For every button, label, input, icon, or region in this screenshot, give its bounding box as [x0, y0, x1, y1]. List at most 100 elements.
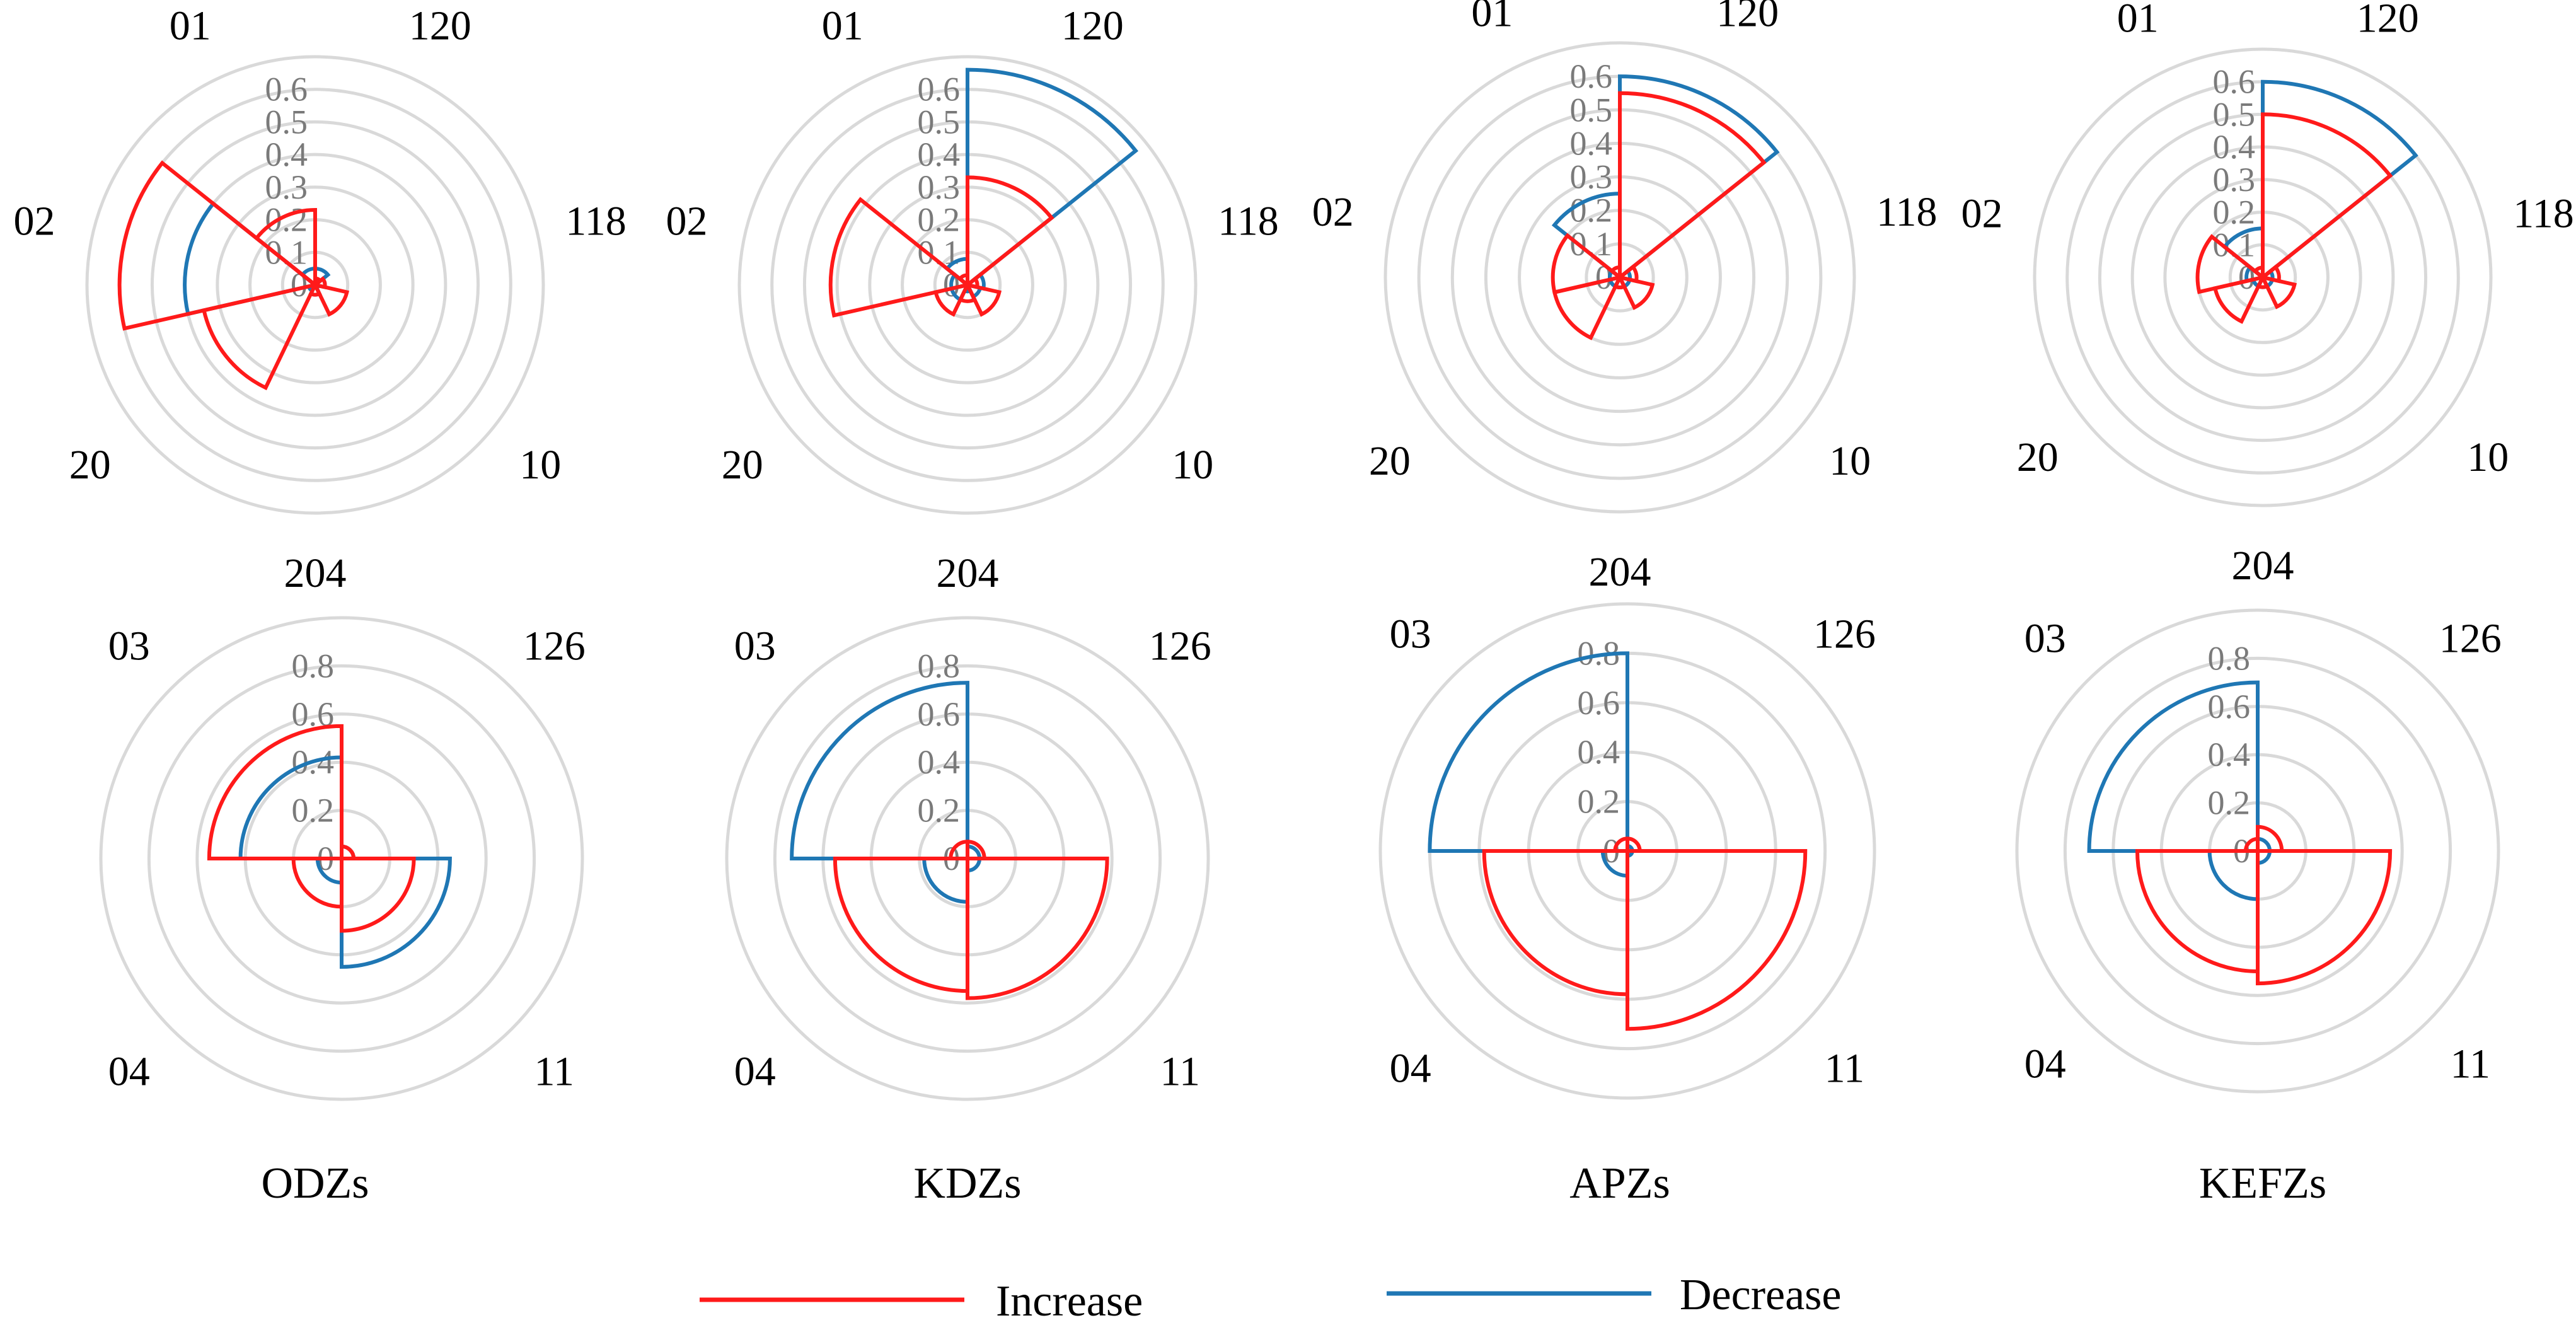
sector-increase-04	[291, 857, 344, 909]
category-label: 118	[2513, 190, 2574, 236]
category-label: 03	[108, 623, 150, 669]
category-label: 120	[2357, 0, 2419, 41]
grid-ring	[195, 712, 488, 1005]
category-label: 04	[1390, 1045, 1431, 1091]
category-label: 11	[534, 1048, 575, 1094]
sector-decrease-11	[340, 857, 452, 969]
grid-ring	[85, 55, 545, 515]
category-label: 01	[1471, 0, 1513, 35]
sector-increase-03	[2243, 836, 2260, 853]
grid-ring	[150, 120, 480, 450]
sector-increase-02	[1551, 233, 1624, 295]
category-label: 10	[1829, 438, 1871, 484]
category-label: 02	[13, 198, 55, 244]
title-odzs: ODZs	[261, 1159, 369, 1208]
sector-decrease-120	[966, 67, 1139, 289]
tick-label: 0.3	[1570, 158, 1613, 196]
title-kefzs: KEFZs	[2199, 1159, 2326, 1208]
sector-decrease-02	[183, 200, 320, 316]
tick-label: 0.3	[265, 168, 308, 206]
tick-label: 0.4	[918, 743, 961, 781]
sector-decrease-120	[1618, 74, 1780, 282]
category-label: 20	[1369, 438, 1411, 484]
category-label: 126	[1813, 611, 1876, 657]
category-label: 20	[722, 442, 763, 488]
sector-decrease-03	[1428, 651, 1629, 853]
category-label: 204	[1589, 549, 1651, 595]
sector-increase-10	[2259, 274, 2297, 309]
tick-label: 0.2	[2213, 194, 2256, 231]
tick-label: 0.5	[265, 103, 308, 141]
category-label: 02	[1961, 190, 2002, 236]
sector-increase-04	[1482, 849, 1629, 997]
category-label: 10	[519, 442, 561, 488]
tick-label: 0.2	[918, 201, 961, 239]
sector-increase-04	[2135, 849, 2260, 974]
sector-decrease-03	[790, 681, 969, 860]
sector-increase-03	[207, 724, 344, 860]
sector-increase-04	[833, 857, 969, 993]
tick-label: 0.4	[1570, 124, 1613, 162]
tick-label: 0.6	[2208, 688, 2251, 726]
category-label: 10	[1172, 442, 1213, 488]
tick-label: 0.3	[2213, 161, 2256, 199]
category-label: 126	[2439, 616, 2502, 662]
category-label: 02	[666, 198, 707, 244]
tick-label: 0.6	[918, 71, 961, 108]
legend-decrease-label: Decrease	[1680, 1271, 1841, 1319]
grid-ring	[1383, 41, 1856, 514]
grid-ring	[773, 664, 1162, 1053]
grid-ring	[737, 55, 1198, 515]
sector-decrease-120	[2261, 79, 2418, 282]
category-label: 04	[108, 1048, 150, 1094]
tick-label: 0.3	[918, 168, 961, 206]
tick-label: 0.6	[2213, 63, 2256, 101]
sector-increase-02	[828, 197, 972, 318]
sector-increase-01	[957, 273, 969, 289]
sector-decrease-03	[238, 755, 344, 860]
category-label: 118	[565, 198, 627, 244]
category-label: 126	[523, 623, 586, 669]
category-label: 01	[170, 3, 211, 49]
tick-label: 0.2	[265, 201, 308, 239]
sector-increase-02	[117, 160, 320, 331]
category-label: 118	[1876, 189, 1938, 235]
category-label: 120	[1061, 3, 1124, 49]
tick-label: 0.8	[2208, 639, 2251, 677]
tick-label: 0.6	[265, 71, 308, 108]
grid-ring	[2033, 47, 2493, 507]
category-label: 120	[409, 3, 471, 49]
sector-increase-11	[340, 857, 416, 933]
category-label: 10	[2467, 434, 2509, 480]
sector-increase-03	[1613, 836, 1629, 853]
tick-label: 0.2	[1578, 783, 1620, 821]
sector-increase-120	[966, 175, 1054, 289]
category-label: 03	[734, 623, 776, 669]
grid-ring	[725, 616, 1210, 1101]
category-label: 11	[2451, 1041, 2491, 1087]
category-label: 03	[1390, 611, 1431, 657]
radar-panels: 00.10.20.30.40.50.61201181020420020100.1…	[13, 0, 2574, 1101]
category-label: 04	[2024, 1041, 2066, 1087]
tick-label: 0.4	[2208, 736, 2251, 773]
tick-label: 0.6	[1570, 57, 1613, 95]
sector-increase-126	[2256, 824, 2284, 853]
category-label: 120	[1716, 0, 1779, 35]
category-label: 11	[1825, 1045, 1865, 1091]
category-label: 118	[1218, 198, 1279, 244]
category-label: 20	[69, 442, 111, 488]
tick-label: 0.8	[918, 647, 961, 685]
tick-label: 0.2	[918, 792, 961, 830]
sector-increase-11	[966, 857, 1109, 1000]
category-label: 04	[734, 1048, 776, 1094]
sector-decrease-01	[1551, 192, 1622, 282]
title-apzs: APZs	[1569, 1159, 1670, 1208]
sector-increase-20	[201, 282, 319, 391]
tick-label: 0.2	[2208, 784, 2251, 822]
sector-increase-02	[2195, 234, 2267, 294]
sector-increase-01	[253, 208, 317, 289]
sector-increase-10	[311, 282, 350, 317]
tick-label: 0.5	[2213, 95, 2256, 133]
